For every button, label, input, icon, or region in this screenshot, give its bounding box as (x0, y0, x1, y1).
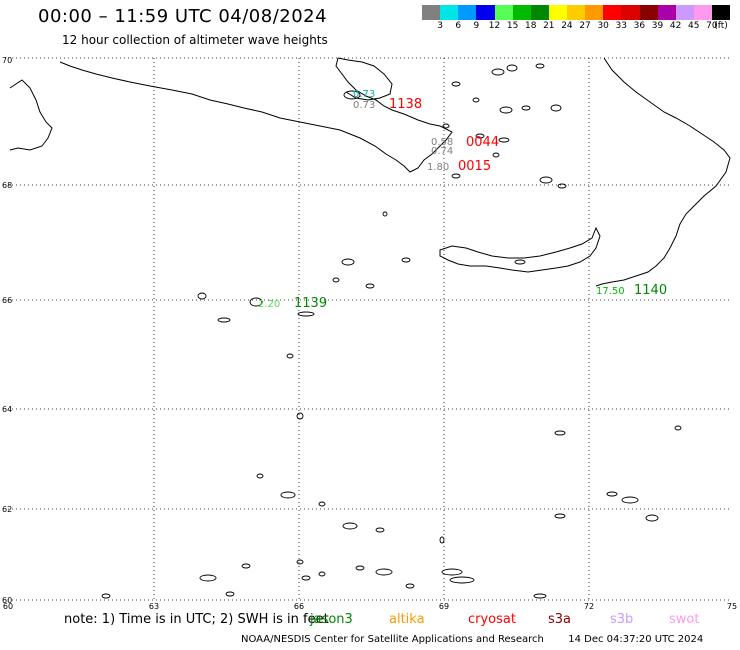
swh-value: 17.50 (596, 286, 625, 297)
coastline-greenland (595, 57, 731, 287)
lat-label: 64 (2, 405, 12, 414)
legend-label: 9 (473, 21, 480, 31)
note-text: note: 1) Time is in UTC; 2) SWH is in fe… (64, 612, 329, 627)
satellite-cryosat: cryosat (468, 612, 516, 627)
map-grid (8, 58, 732, 600)
lat-label: 68 (2, 181, 12, 190)
observation: 2.20 1139 (258, 296, 327, 311)
footer-credit: NOAA/NESDIS Center for Satellite Applica… (241, 634, 544, 645)
map-frame (8, 57, 732, 601)
coastline-south-peninsula (439, 226, 601, 273)
legend-swatch (585, 5, 604, 20)
footer: NOAA/NESDIS Center for Satellite Applica… (241, 634, 703, 645)
lon-label: 72 (584, 602, 594, 611)
swh-value: 0.73 (353, 89, 375, 100)
observation-time: 0015 (458, 159, 491, 174)
legend-label: 12 (488, 21, 501, 31)
legend-label: 3 (437, 21, 443, 31)
lat-label: 70 (2, 56, 12, 65)
satellite-swot: swot (669, 612, 700, 627)
observation-time: 1139 (294, 296, 327, 311)
legend-swatch (548, 5, 567, 20)
legend-swatch (712, 5, 731, 20)
observation: 17.50 1140 (596, 283, 667, 298)
coastline-baffin (9, 57, 453, 173)
legend-swatch (440, 5, 459, 20)
satellite-s3a: s3a (548, 612, 572, 627)
satellite-altika: altika (389, 612, 425, 627)
legend-swatch (639, 5, 658, 20)
latitude-labels: 70 68 66 64 62 60 (2, 56, 12, 605)
footer-timestamp: 14 Dec 04:37:20 UTC 2024 (568, 634, 704, 645)
altimeter-observations: 0.730.73 1138 0.580.74 0044 1.80 0015 2.20 1139… (258, 89, 667, 311)
legend-label: 42 (669, 21, 682, 31)
observation: 0.730.73 1138 (353, 89, 422, 112)
legend-label: 6 (455, 21, 462, 31)
swh-value: 2.20 (258, 299, 280, 310)
legend-swatch (657, 5, 676, 20)
legend-swatch (621, 5, 640, 20)
legend-label: 30 (597, 21, 609, 31)
lat-label: 66 (2, 296, 12, 305)
observation-time: 1138 (389, 97, 422, 112)
observation-time: 1140 (634, 283, 667, 298)
observation: 0.580.74 0044 (431, 135, 499, 157)
legend-swatch (675, 5, 694, 20)
legend-label: 39 (651, 21, 664, 31)
legend-swatch (512, 5, 531, 20)
swh-value: 1.80 (427, 162, 449, 173)
lon-label: 75 (727, 602, 737, 611)
legend-swatch (603, 5, 622, 20)
legend-swatch (567, 5, 586, 20)
satellite-s3b: s3b (610, 612, 634, 627)
lon-label: 69 (439, 602, 449, 611)
legend-label: 18 (524, 21, 537, 31)
swh-value: 0.58 (431, 137, 453, 148)
legend-label: 15 (506, 21, 519, 31)
color-legend (422, 5, 731, 20)
legend-label: 33 (615, 21, 628, 31)
note-line: note: 1) Time is in UTC; 2) SWH is in fe… (64, 612, 329, 627)
map-subtitle: 12 hour collection of altimeter wave hei… (62, 33, 328, 47)
legend-label: 36 (633, 21, 646, 31)
legend-label: 70 (706, 21, 718, 31)
legend-swatch (693, 5, 712, 20)
legend-swatch (530, 5, 549, 20)
lon-label: 60 (3, 602, 13, 611)
legend-label: 21 (543, 21, 555, 31)
observation-time: 0044 (466, 135, 499, 150)
legend-swatch (476, 5, 495, 20)
legend-swatch (422, 5, 441, 20)
legend-swatch (494, 5, 513, 20)
legend-label: 45 (688, 21, 700, 31)
map-title: 00:00 – 11:59 UTC 04/08/2024 (38, 6, 328, 27)
longitude-labels: 60 63 66 69 72 75 (3, 602, 737, 611)
islands (101, 63, 682, 599)
legend-labels: 3 6 9 12 15 18 21 24 27 30 33 36 39 42 45 70 (ft) (422, 21, 737, 33)
swh-value: 0.73 (353, 100, 375, 111)
satellite-jason3: jason3 (310, 612, 353, 627)
lat-label: 60 (2, 596, 12, 605)
lon-label: 63 (149, 602, 159, 611)
legend-swatch (458, 5, 477, 20)
legend-label: 27 (579, 21, 591, 31)
observation: 1.80 0015 (427, 159, 491, 174)
lon-label: 66 (294, 602, 304, 611)
legend-label: 24 (561, 21, 573, 31)
swh-value: 0.74 (431, 146, 453, 157)
legend-unit: (ft) (714, 21, 728, 31)
lat-label: 62 (2, 505, 12, 514)
